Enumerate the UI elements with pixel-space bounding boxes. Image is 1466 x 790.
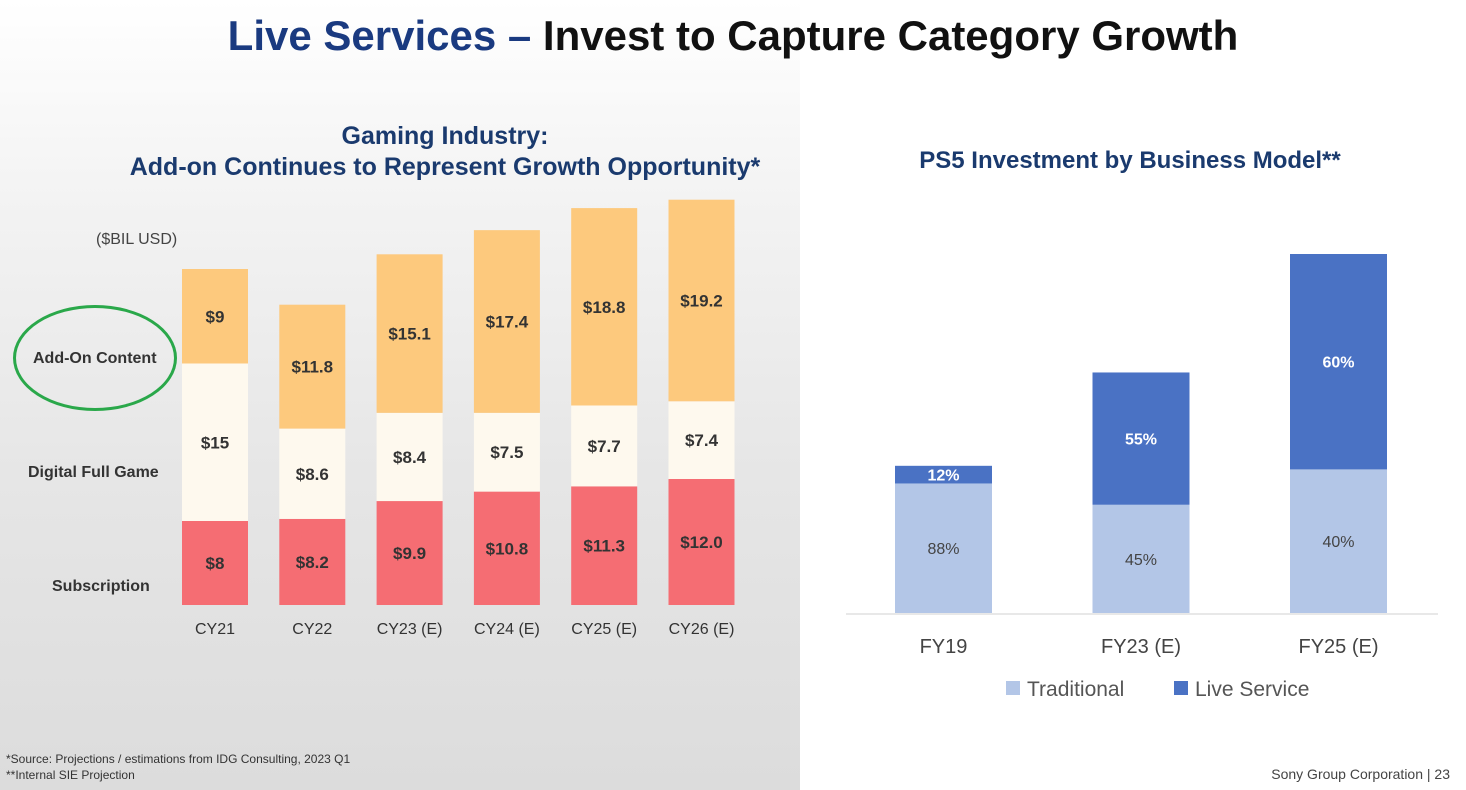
slide-title-accent: Live Services –	[227, 12, 532, 59]
bar-traditional-fy23-e	[1092, 504, 1190, 613]
data-label-traditional-fy25-e: 40%	[1322, 534, 1354, 551]
bar-digital-full-game-cy22	[279, 428, 346, 519]
data-label-live-service-fy25-e: 60%	[1322, 355, 1354, 372]
left-chart-title: Gaming Industry: Add-on Continues to Rep…	[100, 121, 790, 183]
bar-digital-full-game-cy24-e	[473, 412, 540, 492]
bar-add-on-content-cy22	[279, 304, 346, 429]
data-label-digital-full-game-cy21: $15	[201, 433, 229, 452]
slide-title: Live Services – Invest to Capture Catego…	[0, 12, 1466, 60]
data-label-add-on-content-cy24-e: $17.4	[486, 313, 529, 332]
data-label-add-on-content-cy22: $11.8	[291, 358, 333, 377]
bar-add-on-content-cy24-e	[473, 230, 540, 413]
data-label-subscription-cy22: $8.2	[296, 553, 329, 572]
footnote-source: *Source: Projections / estimations from …	[6, 752, 351, 766]
add-on-highlight-circle	[13, 305, 177, 411]
data-label-add-on-content-cy25-e: $18.8	[583, 298, 626, 317]
data-label-traditional-fy23-e: 45%	[1125, 552, 1157, 569]
left-chart-title-line-2: Add-on Continues to Represent Growth Opp…	[129, 153, 761, 181]
row-label-digital-full-game: Digital Full Game	[28, 464, 159, 481]
bar-subscription-cy23-e	[376, 501, 443, 605]
slide-title-rest: Invest to Capture Category Growth	[531, 12, 1239, 59]
bar-digital-full-game-cy26-e	[668, 401, 735, 479]
bar-subscription-cy26-e	[668, 479, 735, 605]
data-label-live-service-fy19: 12%	[927, 468, 959, 485]
x-tick-label-cy25-e: CY25 (E)	[571, 621, 637, 638]
x-tick-label-cy21: CY21	[195, 621, 235, 638]
data-label-add-on-content-cy26-e: $19.2	[680, 292, 723, 311]
data-label-add-on-content-cy21: $9	[206, 307, 225, 326]
left-chart-title-line-1: Gaming Industry:	[341, 122, 549, 150]
units-label: ($BIL USD)	[96, 231, 178, 248]
data-label-subscription-cy24-e: $10.8	[486, 539, 529, 558]
bar-traditional-fy19	[895, 483, 992, 613]
x-tick-label-fy25-e: FY25 (E)	[1298, 636, 1378, 658]
row-label-subscription: Subscription	[52, 578, 150, 595]
bar-live-service-fy25-e	[1290, 254, 1387, 470]
data-label-subscription-cy21: $8	[206, 554, 225, 573]
bar-add-on-content-cy26-e	[668, 199, 735, 402]
right-chart-title: PS5 Investment by Business Model**	[919, 147, 1341, 174]
x-tick-label-cy22: CY22	[292, 621, 332, 638]
x-tick-label-fy23-e: FY23 (E)	[1101, 636, 1181, 658]
bar-traditional-fy25-e	[1290, 469, 1387, 613]
bar-subscription-cy21	[182, 521, 248, 605]
x-tick-label-cy23-e: CY23 (E)	[377, 621, 443, 638]
legend-swatch-traditional	[1006, 681, 1020, 695]
data-label-add-on-content-cy23-e: $15.1	[388, 325, 431, 344]
row-label-add-on-content: Add-On Content	[33, 350, 157, 367]
footer-company-page: Sony Group Corporation | 23	[1271, 766, 1450, 782]
bar-add-on-content-cy21	[182, 269, 248, 364]
data-label-digital-full-game-cy23-e: $8.4	[393, 448, 427, 467]
data-label-digital-full-game-cy26-e: $7.4	[685, 431, 719, 450]
bar-add-on-content-cy25-e	[571, 208, 638, 406]
x-tick-label-cy26-e: CY26 (E)	[669, 621, 735, 638]
x-tick-label-fy19: FY19	[920, 636, 968, 658]
data-label-subscription-cy25-e: $11.3	[583, 537, 625, 556]
bar-live-service-fy23-e	[1092, 372, 1190, 505]
bar-add-on-content-cy23-e	[376, 254, 443, 413]
data-label-traditional-fy19: 88%	[927, 541, 959, 558]
bar-subscription-cy25-e	[571, 486, 638, 605]
data-label-digital-full-game-cy22: $8.6	[296, 465, 329, 484]
data-label-subscription-cy26-e: $12.0	[680, 533, 723, 552]
data-label-live-service-fy23-e: 55%	[1125, 432, 1157, 449]
data-label-subscription-cy23-e: $9.9	[393, 544, 426, 563]
footnote-internal: **Internal SIE Projection	[6, 768, 135, 782]
x-tick-label-cy24-e: CY24 (E)	[474, 621, 540, 638]
bar-digital-full-game-cy21	[182, 363, 248, 521]
bar-digital-full-game-cy23-e	[376, 412, 443, 502]
legend-label-traditional: Traditional	[1027, 678, 1124, 701]
bar-digital-full-game-cy25-e	[571, 405, 638, 487]
bar-live-service-fy19	[895, 465, 992, 484]
bar-subscription-cy22	[279, 518, 346, 605]
legend-swatch-live-service	[1174, 681, 1188, 695]
data-label-digital-full-game-cy25-e: $7.7	[588, 437, 621, 456]
legend-label-live-service: Live Service	[1195, 678, 1309, 701]
data-label-digital-full-game-cy24-e: $7.5	[490, 443, 523, 462]
bar-subscription-cy24-e	[473, 491, 540, 605]
